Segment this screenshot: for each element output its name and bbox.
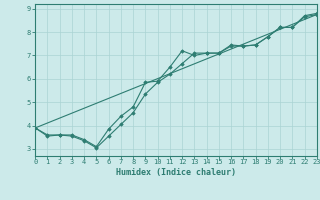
X-axis label: Humidex (Indice chaleur): Humidex (Indice chaleur) [116,168,236,177]
